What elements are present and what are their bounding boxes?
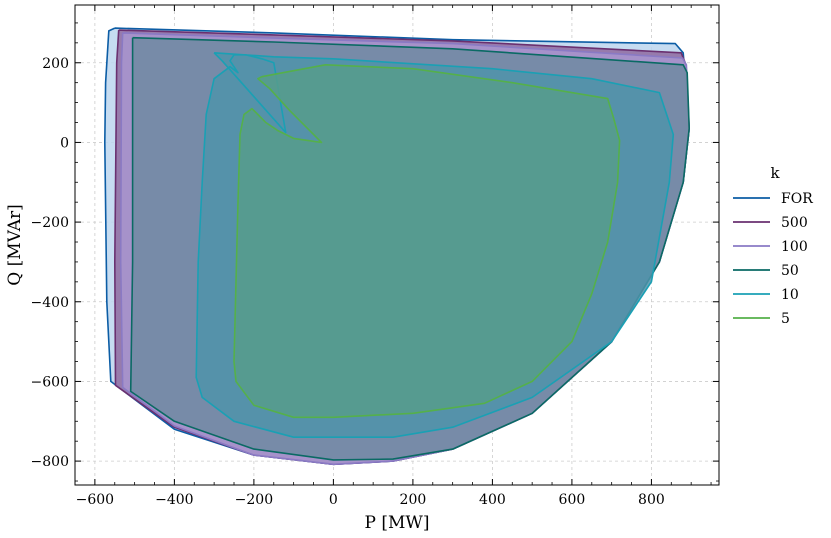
y-axis-label: Q [MVAr] — [5, 204, 25, 286]
y-tick-label: −200 — [31, 215, 69, 231]
x-tick-label: 200 — [400, 492, 427, 508]
x-axis-label: P [MW] — [365, 513, 430, 533]
x-tick-label: 0 — [329, 492, 338, 508]
y-tick-label: −600 — [31, 374, 69, 390]
legend-label-5: 5 — [781, 311, 790, 327]
legend-label-10: 10 — [781, 287, 799, 303]
legend-label-for: FOR — [781, 191, 813, 207]
legend-label-50: 50 — [781, 263, 799, 279]
x-tick-label: −600 — [76, 492, 114, 508]
series-area — [104, 27, 691, 466]
ticks: −600 −400 −200 0 200 400 600 800 −800 −600 −400 −20… — [31, 5, 719, 508]
y-tick-label: 200 — [42, 56, 69, 72]
x-tick-label: −400 — [155, 492, 193, 508]
x-tick-label: 600 — [559, 492, 586, 508]
legend-label-100: 100 — [781, 239, 808, 255]
y-tick-label: 0 — [60, 135, 69, 151]
legend: k FOR 500 100 50 10 5 — [733, 164, 813, 327]
series-line-10 — [195, 52, 675, 439]
y-tick-label: −400 — [31, 295, 69, 311]
y-tick-label: −800 — [31, 454, 69, 470]
legend-label-500: 500 — [781, 215, 808, 231]
series-line-50 — [129, 36, 691, 461]
x-tick-label: 800 — [638, 492, 665, 508]
x-tick-label: −200 — [235, 492, 273, 508]
legend-title: k — [770, 164, 780, 182]
series-line-5 — [233, 64, 621, 419]
plot-frame — [74, 4, 720, 486]
series-fill-5 — [234, 64, 620, 418]
x-tick-label: 400 — [479, 492, 506, 508]
